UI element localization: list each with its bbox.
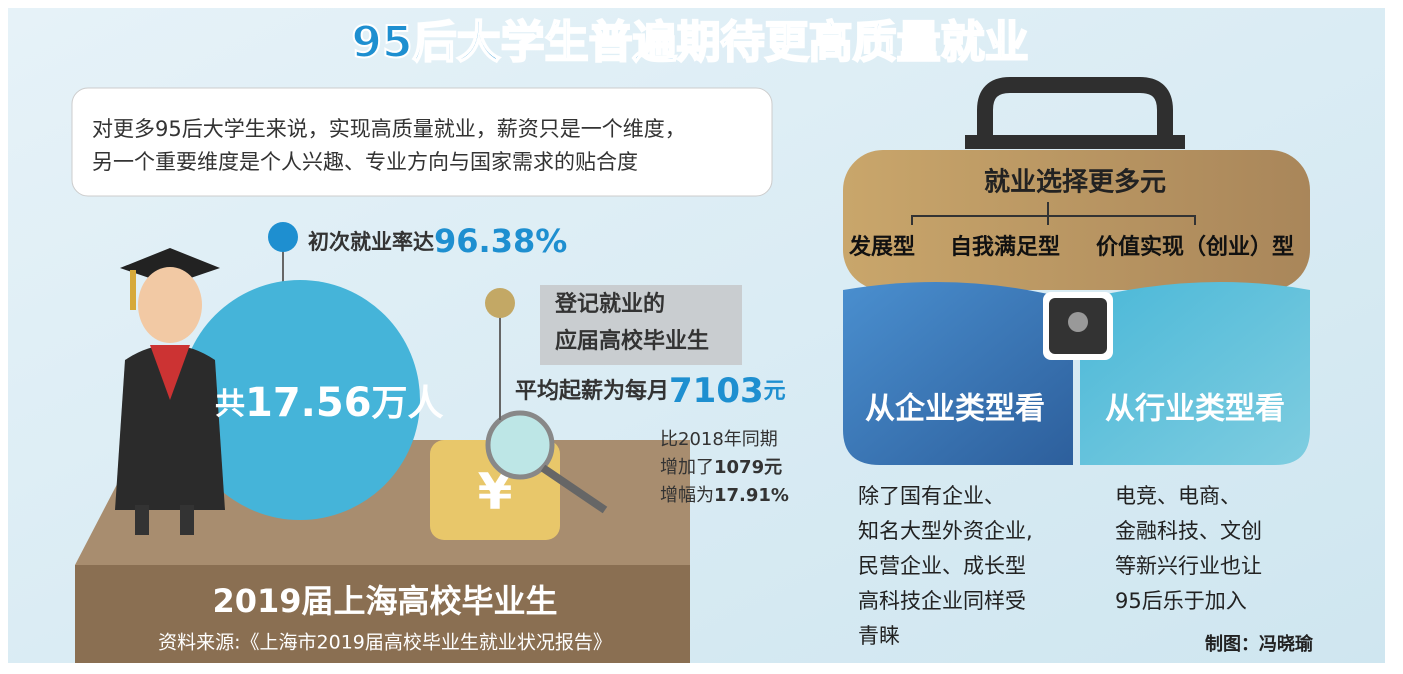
tree-lines xyxy=(911,202,1196,225)
footer-source: 资料来源:《上海市2019届高校毕业生就业状况报告》 xyxy=(158,632,612,654)
salary-text: 平均起薪为每月7103元 xyxy=(515,371,786,411)
comparison-value: 17.91% xyxy=(714,485,789,506)
panel-line: 除了国有企业、 xyxy=(858,484,1005,508)
dot xyxy=(485,288,515,318)
comparison-value: 1079元 xyxy=(714,457,782,478)
title: 95后大学生普遍期待更高质量就业 xyxy=(351,17,1028,68)
panel-line: 95后乐于加入 xyxy=(1115,589,1247,613)
money-bag: ¥ xyxy=(430,410,608,540)
comparison-label: 增加了 xyxy=(660,457,714,478)
briefcase-handle xyxy=(977,77,1173,140)
rate-value: 96.38% xyxy=(434,222,567,260)
comparison-line: 增加了1079元 xyxy=(660,457,782,478)
intro-box xyxy=(71,87,773,197)
panel-enterprise xyxy=(843,282,1073,465)
type-label: 价值实现（创业）型 xyxy=(1096,234,1294,260)
registered-line: 应届高校毕业生 xyxy=(555,328,709,354)
registered-box xyxy=(540,285,742,365)
panel-line: 民营企业、成长型 xyxy=(858,554,1026,578)
panel-line: 等新兴行业也让 xyxy=(1115,554,1262,578)
icon-head xyxy=(1068,312,1088,332)
credit: 制图：冯晓瑜 xyxy=(1205,633,1314,655)
footer-title: 2019届上海高校毕业生 xyxy=(212,582,557,620)
salary-value: 7103 xyxy=(669,371,764,411)
total-text: 共17.56万人 xyxy=(215,380,444,426)
dot xyxy=(268,222,298,252)
panel-line: 青睐 xyxy=(858,624,900,648)
rate-label: 初次就业率达 xyxy=(308,230,434,254)
total-unit: 万人 xyxy=(372,383,444,424)
salary-label: 平均起薪为每月 xyxy=(515,378,669,404)
intro-line: 另一个重要维度是个人兴趣、专业方向与国家需求的贴合度 xyxy=(92,150,638,174)
panel-heading: 从行业类型看 xyxy=(1105,392,1285,427)
comparison-label: 增幅为 xyxy=(660,485,714,506)
panel-line: 知名大型外资企业, xyxy=(858,519,1033,543)
briefcase-handle-base xyxy=(965,135,1185,149)
comparison-line: 比2018年同期 xyxy=(660,429,778,450)
platform-front xyxy=(75,565,690,663)
panel-line: 高科技企业同样受 xyxy=(858,589,1026,613)
type-label: 发展型 xyxy=(848,234,915,260)
briefcase-top xyxy=(843,150,1310,290)
rate-text: 初次就业率达96.38% xyxy=(308,222,567,260)
total-value: 17.56 xyxy=(245,380,372,426)
registered-line: 登记就业的 xyxy=(554,291,665,317)
comparison-line: 增幅为17.91% xyxy=(660,485,789,506)
type-label: 自我满足型 xyxy=(950,234,1060,260)
salary-unit: 元 xyxy=(764,379,786,404)
panel-line: 电竞、电商、 xyxy=(1115,484,1241,508)
total-prefix: 共 xyxy=(215,387,245,422)
panel-industry xyxy=(1080,282,1310,465)
panel-heading: 从企业类型看 xyxy=(865,392,1045,427)
briefcase-heading: 就业选择更多元 xyxy=(984,168,1166,198)
intro-line: 对更多95后大学生来说，实现高质量就业，薪资只是一个维度， xyxy=(92,117,686,141)
panel-line: 金融科技、文创 xyxy=(1115,519,1262,543)
graduate xyxy=(115,248,225,535)
rate-circle xyxy=(180,280,420,520)
